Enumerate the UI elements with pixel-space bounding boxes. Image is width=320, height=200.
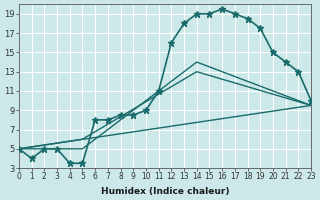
X-axis label: Humidex (Indice chaleur): Humidex (Indice chaleur) [101, 187, 229, 196]
